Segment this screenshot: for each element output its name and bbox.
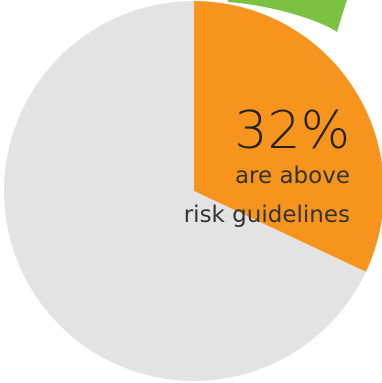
pie-annotation: 32% are above risk guidelines bbox=[184, 101, 350, 228]
pie-slice-accent bbox=[228, 0, 347, 32]
pie-slice-1 bbox=[4, 1, 366, 382]
pie-percent-label: 32% bbox=[234, 101, 350, 161]
pie-slice-0 bbox=[194, 1, 382, 272]
pie-annotation-line2: risk guidelines bbox=[184, 202, 350, 228]
pie-annotation-line1: are above bbox=[235, 163, 350, 189]
